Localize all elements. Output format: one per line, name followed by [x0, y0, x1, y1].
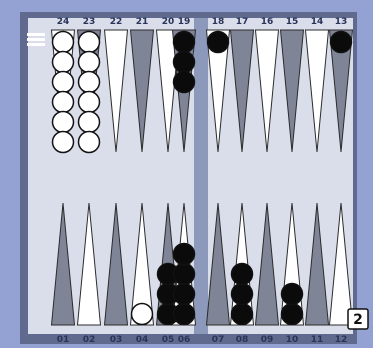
bottom-label-04: 04 — [136, 335, 149, 345]
black-checker[interactable] — [172, 302, 196, 326]
top-point-15[interactable] — [279, 29, 305, 153]
black-checker[interactable] — [172, 282, 196, 306]
white-checker[interactable] — [77, 130, 101, 154]
top-label-17: 17 — [236, 17, 249, 27]
bottom-point-02[interactable] — [76, 202, 102, 326]
bottom-label-12: 12 — [335, 335, 348, 345]
white-checker[interactable] — [51, 70, 75, 94]
white-checker[interactable] — [51, 130, 75, 154]
bottom-label-06: 06 — [178, 335, 191, 345]
center-bar[interactable] — [194, 18, 208, 334]
white-checker[interactable] — [77, 30, 101, 54]
black-checker[interactable] — [172, 262, 196, 286]
bottom-point-01[interactable] — [50, 202, 76, 326]
top-label-19: 19 — [178, 17, 191, 27]
white-checker[interactable] — [130, 302, 154, 326]
bottom-label-07: 07 — [212, 335, 225, 345]
top-point-13[interactable] — [328, 29, 354, 153]
top-label-21: 21 — [136, 17, 149, 27]
bottom-point-12[interactable] — [328, 202, 354, 326]
bottom-point-09[interactable] — [254, 202, 280, 326]
black-checker[interactable] — [280, 302, 304, 326]
bottom-label-02: 02 — [83, 335, 96, 345]
bottom-label-11: 11 — [311, 335, 324, 345]
bottom-point-labels: 01 02 03 04 05 06 07 08 09 10 11 12 — [57, 335, 348, 345]
top-point-14[interactable] — [304, 29, 330, 153]
black-checker[interactable] — [329, 30, 353, 54]
top-label-24: 24 — [57, 17, 70, 27]
black-checker[interactable] — [230, 282, 254, 306]
bottom-point-03[interactable] — [103, 202, 129, 326]
top-label-13: 13 — [335, 17, 348, 27]
menu-icon[interactable] — [27, 33, 45, 46]
top-label-23: 23 — [83, 17, 96, 27]
bottom-label-05: 05 — [162, 335, 175, 345]
doubling-cube[interactable]: 2 — [347, 308, 369, 330]
top-point-21[interactable] — [129, 29, 155, 153]
top-label-16: 16 — [261, 17, 274, 27]
white-checker[interactable] — [51, 50, 75, 74]
bottom-label-08: 08 — [236, 335, 249, 345]
black-checker[interactable] — [206, 30, 230, 54]
black-checker[interactable] — [172, 70, 196, 94]
bottom-label-10: 10 — [286, 335, 299, 345]
white-checker[interactable] — [51, 90, 75, 114]
black-checker[interactable] — [172, 50, 196, 74]
doubling-cube-value: 2 — [353, 312, 363, 328]
top-point-labels: 24 23 22 21 20 19 18 17 16 15 14 13 — [57, 17, 348, 27]
white-checker[interactable] — [77, 110, 101, 134]
top-point-22[interactable] — [103, 29, 129, 153]
top-label-18: 18 — [212, 17, 225, 27]
white-checker[interactable] — [77, 70, 101, 94]
bottom-label-03: 03 — [110, 335, 123, 345]
black-checker[interactable] — [172, 30, 196, 54]
black-checker[interactable] — [230, 262, 254, 286]
bottom-point-07[interactable] — [205, 202, 231, 326]
black-checker[interactable] — [280, 282, 304, 306]
board-checkers — [51, 30, 353, 326]
top-label-22: 22 — [110, 17, 123, 27]
top-point-17[interactable] — [229, 29, 255, 153]
bottom-label-09: 09 — [261, 335, 274, 345]
bottom-label-01: 01 — [57, 335, 70, 345]
top-label-15: 15 — [286, 17, 299, 27]
white-checker[interactable] — [77, 50, 101, 74]
bottom-point-11[interactable] — [304, 202, 330, 326]
white-checker[interactable] — [77, 90, 101, 114]
top-point-18[interactable] — [205, 29, 231, 153]
black-checker[interactable] — [230, 302, 254, 326]
white-checker[interactable] — [51, 110, 75, 134]
top-point-16[interactable] — [254, 29, 280, 153]
top-label-20: 20 — [162, 17, 175, 27]
white-checker[interactable] — [51, 30, 75, 54]
black-checker[interactable] — [172, 242, 196, 266]
top-label-14: 14 — [311, 17, 324, 27]
